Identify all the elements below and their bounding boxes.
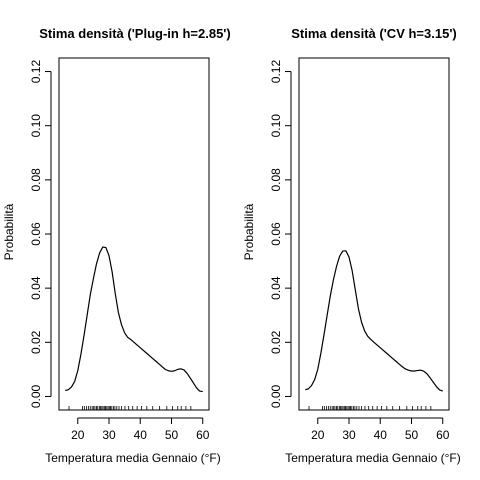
x-tick-label: 20 — [71, 428, 85, 442]
y-tick-label: 0.04 — [29, 276, 43, 300]
x-tick-label: 50 — [405, 428, 419, 442]
x-tick-label: 30 — [102, 428, 116, 442]
y-axis-label: Probabilità — [242, 203, 256, 260]
x-tick-label: 30 — [342, 428, 356, 442]
y-tick-label: 0.02 — [29, 330, 43, 354]
y-tick-label: 0.08 — [269, 168, 283, 192]
y-tick-label: 0.12 — [29, 60, 43, 84]
y-tick-label: 0.08 — [29, 168, 43, 192]
plot-frame — [298, 57, 450, 411]
y-tick-label: 0.02 — [269, 330, 283, 354]
y-tick-label: 0.00 — [29, 384, 43, 408]
y-tick-label: 0.06 — [269, 222, 283, 246]
x-axis-label: Temperatura media Gennaio (°F) — [285, 451, 461, 465]
chart-title: Stima densità ('CV h=3.15') — [291, 26, 456, 41]
panel-plot: 20 30 40 50 60 0.00 0.02 0.04 0.06 0.08 0.10 0.12 — [269, 57, 450, 442]
plot-frame — [58, 57, 210, 411]
x-tick-label: 40 — [134, 428, 148, 442]
x-axis-label: Temperatura media Gennaio (°F) — [45, 451, 221, 465]
x-tick-label: 20 — [311, 428, 325, 442]
chart-title: Stima densità ('Plug-in h=2.85') — [39, 26, 230, 41]
panel-plot: 20 30 40 50 60 0.00 0.02 0.04 0.06 0.08 0.10 0.12 — [29, 57, 210, 442]
x-tick-label: 60 — [436, 428, 450, 442]
y-tick-label: 0.06 — [29, 222, 43, 246]
y-tick-label: 0.12 — [269, 60, 283, 84]
y-axis-label: Probabilità — [2, 203, 16, 260]
x-tick-label: 60 — [196, 428, 210, 442]
y-tick-label: 0.10 — [29, 114, 43, 138]
density-line — [305, 250, 443, 392]
x-tick-label: 40 — [374, 428, 388, 442]
density-line — [65, 246, 203, 393]
panel-cv: Stima densità ('CV h=3.15') 20 30 40 50 60 0.… — [242, 26, 461, 465]
x-tick-label: 50 — [165, 428, 179, 442]
y-tick-label: 0.00 — [269, 384, 283, 408]
y-tick-label: 0.10 — [269, 114, 283, 138]
panel-plugin: Stima densità ('Plug-in h=2.85') 20 30 40 5… — [2, 26, 231, 465]
y-tick-label: 0.04 — [269, 276, 283, 300]
